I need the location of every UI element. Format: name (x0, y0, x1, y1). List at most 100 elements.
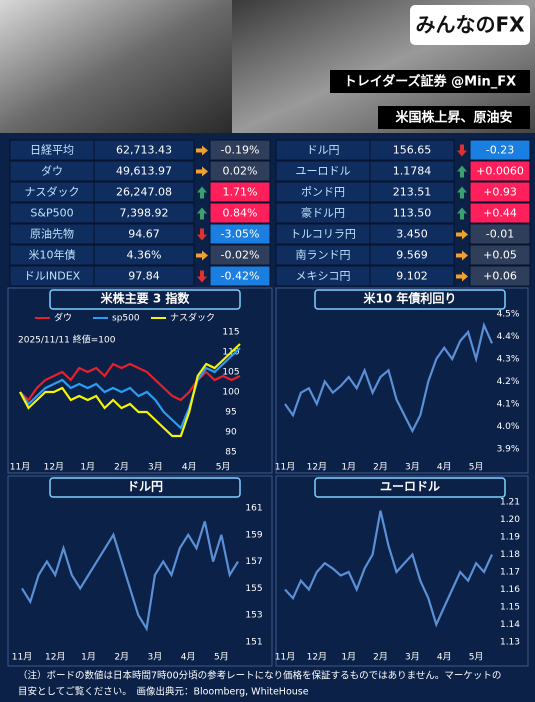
trend-arrow (197, 207, 207, 220)
market-value: 7,398.92 (120, 207, 169, 220)
market-change: -3.05% (221, 228, 260, 241)
market-value: 1.1784 (393, 165, 432, 178)
market-change: +0.44 (483, 207, 517, 220)
series-line (19, 347, 241, 430)
x-tick-label: 2月 (373, 462, 388, 473)
y-tick-label: 105 (222, 368, 239, 378)
market-change: -0.23 (486, 144, 514, 157)
y-tick-label: 1.18 (500, 550, 520, 560)
market-change: 0.02% (223, 165, 258, 178)
y-tick-label: 85 (225, 448, 236, 458)
market-name: ポンド円 (301, 186, 345, 199)
x-tick-label: 12月 (307, 462, 327, 473)
cell (93, 181, 195, 203)
y-tick-label: 4.3% (497, 355, 520, 365)
trend-arrow (196, 166, 208, 177)
market-name: メキシコ円 (296, 270, 351, 283)
market-name: ダウ (41, 164, 63, 178)
change-cell (209, 223, 271, 245)
y-tick-label: 90 (225, 428, 237, 438)
cell (93, 244, 195, 266)
cell (93, 223, 195, 245)
market-change: +0.05 (483, 249, 517, 262)
market-name: 日経平均 (30, 144, 74, 157)
cell (369, 223, 455, 245)
market-change: -0.01 (486, 228, 514, 241)
x-tick-label: 2月 (114, 652, 129, 663)
x-tick-label: 5月 (216, 462, 231, 473)
market-value: 9.569 (396, 249, 428, 262)
y-tick-label: 1.17 (500, 568, 520, 578)
y-tick-label: 1.15 (500, 603, 520, 613)
market-value: 3.450 (396, 228, 428, 241)
cell (369, 202, 455, 224)
market-value: 4.36% (127, 249, 162, 262)
title-box (314, 289, 506, 310)
market-value: 26,247.08 (116, 186, 172, 199)
trend-arrow (196, 250, 208, 261)
y-tick-label: 1.21 (500, 498, 520, 508)
y-tick-label: 4.0% (497, 422, 520, 432)
market-name: 豪ドル円 (301, 206, 345, 220)
market-value: 156.65 (393, 144, 432, 157)
change-cell (469, 160, 531, 182)
market-name: ユーロドル (296, 165, 351, 178)
y-tick-label: 100 (222, 388, 239, 398)
y-tick-label: 4.4% (497, 332, 520, 342)
account-box (330, 70, 530, 93)
market-name: 原油先物 (30, 227, 74, 241)
x-tick-label: 5月 (469, 462, 484, 473)
x-tick-label: 12月 (44, 462, 64, 473)
x-tick-label: 5月 (469, 652, 484, 663)
account: トレイダーズ証券 @Min_FX (344, 74, 516, 90)
x-tick-label: 1月 (341, 652, 356, 663)
trend-arrow (197, 228, 207, 241)
y-tick-label: 4.2% (497, 377, 520, 387)
x-tick-label: 2月 (114, 462, 129, 473)
change-cell (209, 160, 271, 182)
trend-arrow (457, 144, 467, 157)
market-change: -0.42% (221, 270, 260, 283)
cell (93, 202, 195, 224)
market-name: ナスダック (25, 185, 80, 199)
x-tick-label: 12月 (307, 652, 327, 663)
market-change: +0.06 (483, 270, 517, 283)
change-cell (209, 265, 271, 287)
annotation: 2025/11/11 終値=100 (18, 334, 116, 346)
y-tick-label: 161 (245, 504, 262, 514)
x-tick-label: 4月 (181, 652, 196, 663)
change-cell (209, 139, 271, 161)
x-tick-label: 1月 (80, 462, 95, 473)
chart-title: ドル円 (127, 480, 163, 494)
market-value: 113.50 (393, 207, 432, 220)
series-line (284, 510, 494, 628)
change-cell (209, 244, 271, 266)
y-tick-label: 4.1% (497, 400, 520, 410)
y-tick-label: 1.14 (500, 620, 520, 630)
change-cell (469, 265, 531, 287)
x-tick-label: 5月 (214, 652, 229, 663)
footer-note: （注）ボードの数値は日本時間7時00分頃の参考レートになり価格を保証するものでは… (18, 670, 501, 682)
footer-note: 目安としてご覧ください。 画像出典元：Bloomberg, WhiteHouse (18, 686, 309, 698)
x-tick-label: 3月 (148, 462, 163, 473)
cell (369, 244, 455, 266)
legend-label: sp500 (112, 314, 140, 324)
x-tick-label: 1月 (81, 652, 96, 663)
change-cell (469, 181, 531, 203)
market-change: -0.02% (221, 249, 260, 262)
y-tick-label: 115 (222, 328, 239, 338)
x-tick-label: 4月 (437, 462, 452, 473)
market-change: 1.71% (223, 186, 258, 199)
title-box (49, 477, 241, 498)
title-box (314, 477, 506, 498)
series-line (19, 343, 241, 438)
trend-arrow (456, 250, 468, 261)
cell (369, 160, 455, 182)
x-tick-label: 11月 (275, 652, 295, 663)
cell (369, 181, 455, 203)
x-tick-label: 11月 (12, 652, 32, 663)
cell (93, 139, 195, 161)
y-tick-label: 1.16 (500, 585, 520, 595)
legend-label: ダウ (54, 312, 72, 324)
